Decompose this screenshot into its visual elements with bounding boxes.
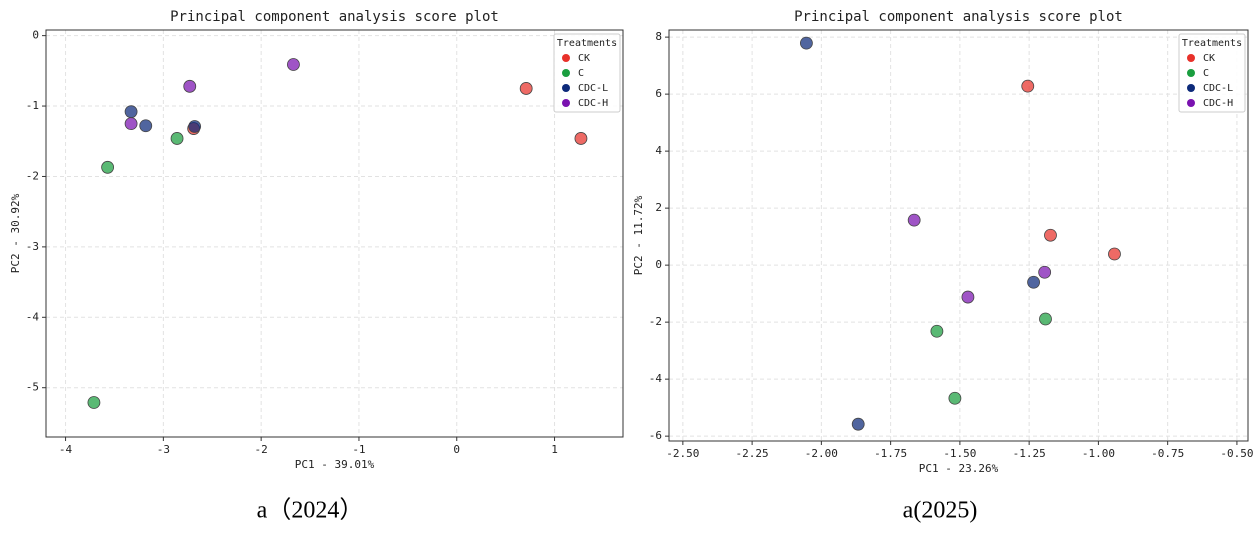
x-tick-label: -0.75: [1151, 447, 1184, 460]
point: [101, 160, 115, 174]
x-tick-label: -1.50: [943, 447, 976, 460]
x-tick-label: -1: [352, 443, 365, 456]
y-tick-label: -2: [649, 315, 662, 328]
point: [800, 36, 813, 50]
y-tick-label: 8: [655, 30, 662, 43]
x-tick-label: -4: [59, 443, 73, 456]
legend-box: [1178, 33, 1246, 113]
x-tick-label: -1.00: [1082, 447, 1115, 460]
legend-marker: [562, 84, 570, 92]
x-tick-label: -2.00: [805, 447, 838, 460]
plot-frame: [668, 29, 1249, 442]
y-tick-label: -4: [26, 310, 40, 323]
point: [1044, 228, 1057, 242]
point: [124, 105, 138, 119]
legend-title: Treatments: [557, 38, 617, 49]
point: [188, 120, 202, 133]
caption: a（2024）: [257, 498, 364, 524]
point: [87, 396, 101, 409]
legend-marker: [1187, 84, 1195, 92]
point: [961, 290, 975, 304]
point: [948, 391, 962, 405]
point: [139, 119, 153, 133]
point: [287, 58, 300, 71]
y-tick-label: -5: [26, 381, 39, 394]
x-tick-label: -1.25: [1013, 447, 1046, 460]
legend-label: C: [578, 68, 584, 79]
point: [1108, 247, 1121, 261]
x-axis-label: PC1 - 39.01%: [295, 458, 375, 471]
x-tick-label: 1: [551, 443, 558, 456]
point: [1039, 312, 1052, 326]
chart: Principal component analysis score plot a…: [9, 9, 624, 524]
legend-title: Treatments: [1182, 38, 1242, 49]
legend-label: CDC-L: [578, 83, 608, 94]
y-tick-label: 2: [655, 201, 662, 214]
point: [907, 213, 921, 227]
y-tick-label: -2: [26, 169, 39, 182]
legend-label: CDC-L: [1203, 83, 1233, 94]
chart: Principal component analysis score plot a…: [632, 9, 1253, 524]
y-axis-label: PC2 - 11.72%: [632, 195, 645, 275]
x-tick-label: 0: [453, 443, 460, 456]
x-tick-label: -2.50: [666, 447, 699, 460]
x-tick-label: -2.25: [736, 447, 769, 460]
legend-box: [553, 33, 621, 113]
x-tick-label: -1.75: [874, 447, 907, 460]
legend-marker: [1187, 54, 1195, 62]
chart-title: Principal component analysis score plot: [794, 9, 1123, 25]
point: [1038, 265, 1052, 279]
legend-marker: [1187, 99, 1195, 107]
y-tick-label: -4: [649, 372, 663, 385]
caption: a(2025): [903, 498, 978, 524]
y-tick-label: 6: [655, 87, 662, 100]
point: [183, 79, 197, 93]
point: [1021, 79, 1035, 93]
y-tick-label: -6: [649, 429, 662, 442]
x-tick-label: -2: [255, 443, 268, 456]
point: [170, 132, 184, 145]
point: [124, 117, 138, 131]
x-tick-label: -3: [157, 443, 170, 456]
legend-label: CDC-H: [578, 98, 608, 109]
x-tick-label: -0.50: [1220, 447, 1253, 460]
point: [851, 417, 865, 431]
y-axis-label: PC2 - 30.92%: [9, 193, 22, 273]
plot-frame: [45, 29, 624, 438]
legend-marker: [562, 54, 570, 62]
chart-title: Principal component analysis score plot: [170, 9, 499, 25]
y-tick-label: 0: [655, 258, 662, 271]
legend-label: CK: [578, 53, 590, 64]
point: [574, 132, 588, 145]
legend-marker: [562, 99, 570, 107]
y-tick-label: -3: [26, 240, 39, 253]
y-tick-label: 0: [32, 29, 39, 42]
legend-label: CK: [1203, 53, 1215, 64]
point: [519, 82, 533, 95]
legend-label: C: [1203, 68, 1209, 79]
legend-label: CDC-H: [1203, 98, 1233, 109]
legend-marker: [562, 69, 570, 77]
y-tick-label: -1: [26, 99, 39, 112]
point: [930, 324, 944, 338]
y-tick-label: 4: [655, 144, 662, 157]
point: [1027, 275, 1040, 289]
legend-marker: [1187, 69, 1195, 77]
x-axis-label: PC1 - 23.26%: [919, 462, 999, 475]
